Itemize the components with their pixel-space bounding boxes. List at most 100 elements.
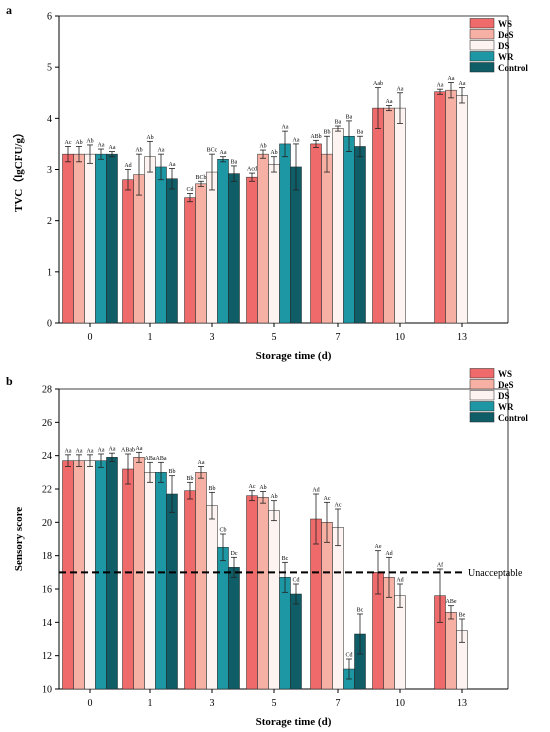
bar-ws-day3: [184, 197, 196, 324]
significance-label: Bb: [168, 469, 175, 475]
legend-label-ds: DS: [498, 41, 510, 51]
significance-label: Aa: [158, 148, 165, 154]
y-tick-label: 28: [42, 385, 52, 396]
significance-label: ABe: [446, 599, 457, 605]
bar-control-day7: [354, 146, 366, 324]
bar-control-day3: [228, 173, 240, 324]
significance-label: Af: [437, 562, 443, 569]
significance-label: Aa: [397, 86, 404, 92]
significance-label: Aa: [76, 448, 83, 454]
significance-label: Aa: [109, 145, 116, 151]
x-tick-label: 1: [148, 332, 153, 343]
bar-ds-day7: [332, 128, 344, 324]
significance-label: Cd: [186, 187, 193, 193]
y-tick-label: 12: [42, 651, 52, 662]
bar-des-day5: [257, 497, 269, 690]
bar-des-day13: [445, 612, 457, 690]
bar-ws-day7: [310, 518, 322, 690]
y-tick-label: 14: [42, 618, 52, 629]
x-tick-label: 0: [88, 332, 93, 343]
legend-swatch-des: [469, 379, 495, 390]
significance-label: Aa: [459, 81, 466, 87]
bar-control-day3: [228, 567, 240, 690]
x-tick-label: 5: [272, 698, 277, 709]
significance-label: Aa: [98, 143, 105, 149]
x-tick-label: 7: [336, 698, 341, 709]
bar-wr-day3: [217, 159, 229, 324]
significance-label: Cd: [292, 578, 299, 584]
y-tick-label: 0: [47, 319, 52, 330]
significance-label: Bb: [186, 476, 193, 482]
bar-wr-day1: [155, 472, 167, 690]
bar-des-day3: [195, 472, 207, 690]
significance-label: Ab: [75, 140, 82, 146]
significance-label: Ba: [231, 159, 238, 165]
bar-ws-day0: [62, 153, 74, 324]
significance-label: Aa: [136, 446, 143, 452]
significance-label: ABb: [310, 134, 321, 140]
significance-label: Ba: [346, 114, 353, 120]
bar-ws-day10: [372, 107, 384, 324]
bar-des-day3: [195, 183, 207, 324]
bar-ws-day0: [62, 460, 74, 690]
legend-swatch-wr: [469, 401, 495, 412]
y-tick-label: 2: [47, 216, 52, 227]
significance-label: Ad: [312, 488, 319, 494]
bar-ws-day5: [246, 495, 258, 690]
significance-label: Cb: [219, 528, 226, 534]
significance-label: Ab: [135, 148, 142, 154]
significance-label: ABab: [121, 448, 135, 454]
x-tick-label: 10: [395, 698, 405, 709]
bar-ds-day0: [84, 153, 96, 324]
legend-label-control: Control: [498, 413, 528, 423]
bar-ds-day10: [394, 595, 406, 690]
y-axis-title: Sensory score: [13, 507, 25, 571]
significance-label: Bc: [282, 556, 289, 562]
bar-ws-day7: [310, 143, 322, 324]
x-axis-title: Storage time (d): [256, 716, 332, 728]
bar-ws-day5: [246, 176, 258, 324]
panel-letter: b: [6, 374, 13, 388]
legend-label-ds: DS: [498, 391, 510, 401]
bar-des-day0: [73, 153, 85, 324]
y-tick-label: 16: [42, 585, 52, 596]
x-tick-label: 1: [148, 698, 153, 709]
significance-label: Ab: [259, 485, 266, 491]
significance-label: Aa: [109, 447, 116, 453]
bar-des-day10: [383, 107, 395, 324]
significance-label: Ac: [324, 496, 331, 502]
significance-label: Ab: [86, 138, 93, 144]
significance-label: Ad: [396, 578, 403, 584]
bar-des-day7: [321, 153, 333, 324]
bar-ds-day0: [84, 460, 96, 690]
bar-wr-day7: [343, 135, 355, 324]
legend-swatch-ws: [469, 368, 495, 379]
bar-ds-day10: [394, 107, 406, 324]
significance-label: Ad: [124, 163, 131, 169]
significance-label: Aa: [65, 448, 72, 454]
y-tick-label: 10: [42, 685, 52, 696]
y-tick-label: 5: [47, 63, 52, 74]
legend-swatch-control: [469, 412, 495, 423]
y-tick-label: 1: [47, 267, 52, 278]
significance-label: Ab: [270, 494, 277, 500]
x-tick-label: 10: [395, 332, 405, 343]
significance-label: Aa: [169, 162, 176, 168]
x-tick-label: 0: [88, 698, 93, 709]
y-tick-label: 20: [42, 518, 52, 529]
significance-label: Ac: [249, 484, 256, 490]
bar-ds-day1: [144, 472, 156, 690]
legend-swatch-ds: [469, 40, 495, 51]
bar-ws-day1: [122, 179, 134, 324]
significance-label: Ab: [146, 135, 153, 141]
bar-wr-day0: [95, 153, 107, 324]
significance-label: Be: [459, 613, 466, 619]
legend-swatch-des: [469, 29, 495, 40]
y-tick-label: 26: [42, 418, 52, 429]
significance-label: Ae: [375, 544, 382, 550]
x-tick-label: 3: [210, 332, 215, 343]
bar-control-day1: [166, 178, 178, 324]
